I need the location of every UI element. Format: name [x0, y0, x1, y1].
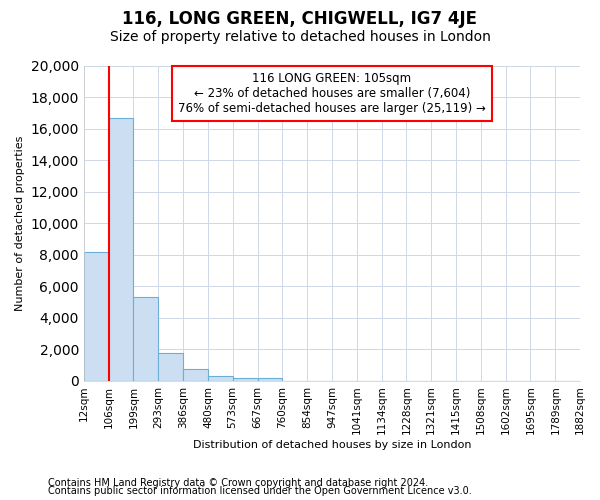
Text: 116, LONG GREEN, CHIGWELL, IG7 4JE: 116, LONG GREEN, CHIGWELL, IG7 4JE: [122, 10, 478, 28]
X-axis label: Distribution of detached houses by size in London: Distribution of detached houses by size …: [193, 440, 471, 450]
Bar: [183, 369, 208, 381]
Text: Size of property relative to detached houses in London: Size of property relative to detached ho…: [110, 30, 490, 44]
Bar: [133, 298, 158, 381]
Bar: [158, 353, 183, 381]
Bar: [84, 252, 109, 381]
Text: 116 LONG GREEN: 105sqm
← 23% of detached houses are smaller (7,604)
76% of semi-: 116 LONG GREEN: 105sqm ← 23% of detached…: [178, 72, 486, 115]
Bar: [257, 378, 282, 381]
Bar: [208, 376, 233, 381]
Bar: [109, 118, 133, 381]
Y-axis label: Number of detached properties: Number of detached properties: [15, 136, 25, 311]
Bar: [233, 378, 257, 381]
Text: Contains HM Land Registry data © Crown copyright and database right 2024.: Contains HM Land Registry data © Crown c…: [48, 478, 428, 488]
Text: Contains public sector information licensed under the Open Government Licence v3: Contains public sector information licen…: [48, 486, 472, 496]
